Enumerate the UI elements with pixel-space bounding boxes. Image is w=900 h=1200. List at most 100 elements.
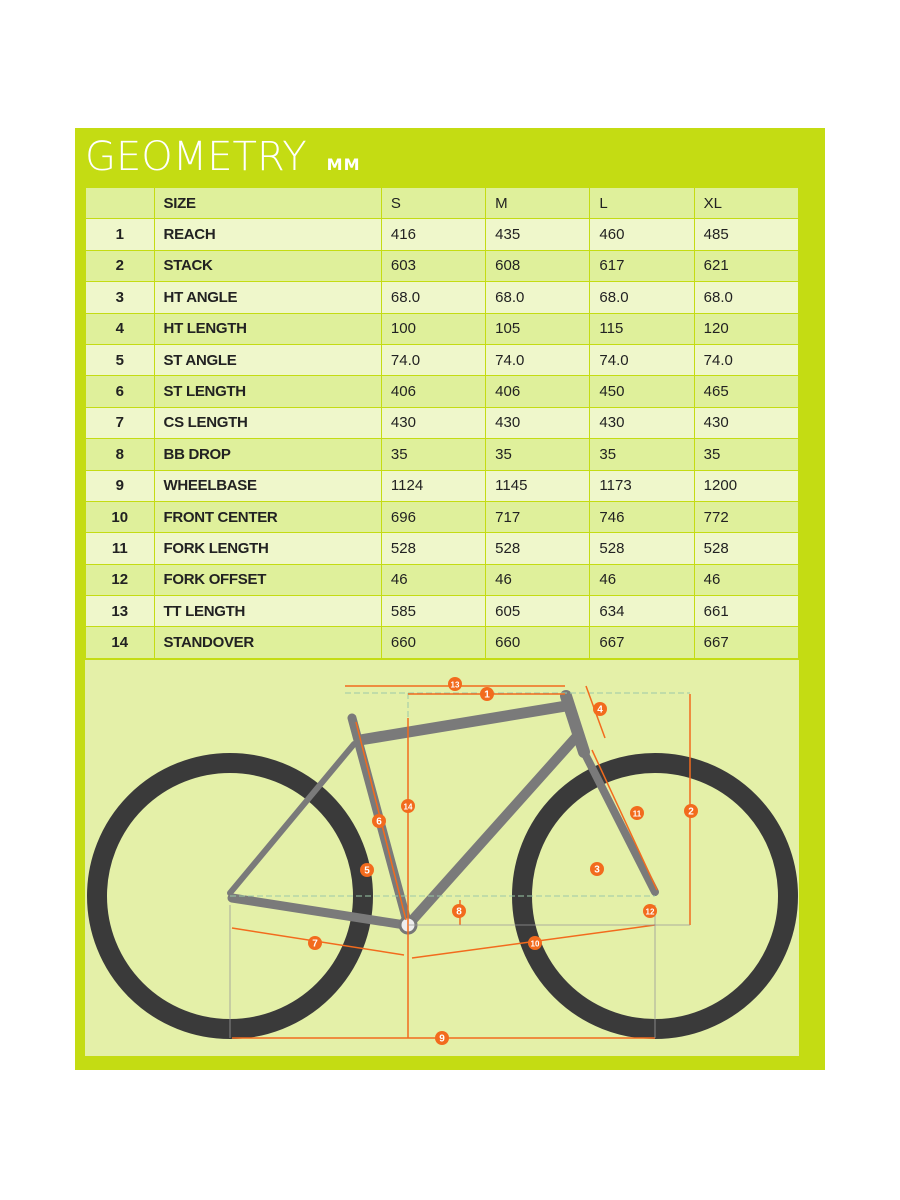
marker-13: 13 [448, 677, 462, 691]
row-value: 406 [380, 375, 487, 408]
row-number: 6 [85, 375, 155, 408]
marker-label: 12 [646, 908, 655, 917]
row-value: 661 [693, 595, 800, 628]
row-value: 746 [589, 500, 695, 534]
row-label: HT LENGTH [153, 312, 382, 345]
table-header-row: SIZE S M L XL [85, 186, 800, 220]
header-size-XL: XL [693, 186, 800, 220]
row-value: 46 [589, 563, 695, 597]
row-value: 35 [485, 438, 591, 471]
row-number: 10 [85, 500, 155, 534]
row-label: TT LENGTH [153, 595, 382, 628]
fork [580, 748, 659, 896]
row-value: 35 [589, 438, 695, 471]
row-number: 2 [85, 249, 155, 283]
table-row: 13 TT LENGTH 585 605 634 661 [85, 595, 800, 628]
row-value: 1124 [380, 469, 487, 502]
marker-11: 11 [630, 806, 644, 820]
row-value: 35 [380, 438, 487, 471]
table-row: 1 REACH 416 435 460 485 [85, 218, 800, 251]
title: GEOMETRY MM [85, 134, 360, 180]
row-value: 605 [485, 595, 591, 628]
marker-label: 2 [688, 807, 694, 818]
table-row: 5 ST ANGLE 74.0 74.0 74.0 74.0 [85, 343, 800, 377]
row-number: 8 [85, 438, 155, 471]
marker-2: 2 [684, 804, 698, 818]
row-number: 12 [85, 563, 155, 597]
row-value: 406 [485, 375, 591, 408]
marker-label: 1 [484, 690, 490, 701]
row-value: 430 [693, 406, 800, 440]
row-label: ST ANGLE [153, 343, 382, 377]
marker-1: 1 [480, 687, 494, 701]
row-value: 68.0 [380, 281, 487, 314]
row-value: 634 [589, 595, 695, 628]
row-value: 115 [589, 312, 695, 345]
table-row: 7 CS LENGTH 430 430 430 430 [85, 406, 800, 440]
row-value: 772 [693, 500, 800, 534]
row-value: 74.0 [589, 343, 695, 377]
row-value: 74.0 [380, 343, 487, 377]
row-value: 74.0 [485, 343, 591, 377]
unit-label: MM [326, 155, 361, 174]
row-value: 585 [380, 595, 487, 628]
row-value: 416 [380, 218, 487, 251]
table-row: 10 FRONT CENTER 696 717 746 772 [85, 500, 800, 534]
marker-14: 14 [401, 799, 415, 813]
header-num [85, 186, 155, 220]
row-value: 105 [485, 312, 591, 345]
table-row: 11 FORK LENGTH 528 528 528 528 [85, 532, 800, 565]
row-value: 460 [589, 218, 695, 251]
row-value: 120 [693, 312, 800, 345]
header-size-M: M [485, 186, 591, 220]
row-value: 68.0 [485, 281, 591, 314]
row-value: 46 [380, 563, 487, 597]
row-value: 528 [589, 532, 695, 565]
table-row: 4 HT LENGTH 100 105 115 120 [85, 312, 800, 345]
marker-label: 14 [404, 803, 413, 812]
row-label: WHEELBASE [153, 469, 382, 502]
marker-3: 3 [590, 862, 604, 876]
marker-label: 4 [597, 705, 603, 716]
marker-label: 11 [633, 810, 642, 819]
row-value: 667 [693, 626, 800, 659]
seat-stay [227, 741, 357, 896]
row-label: BB DROP [153, 438, 382, 471]
marker-12: 12 [643, 904, 657, 918]
row-number: 13 [85, 595, 155, 628]
row-value: 485 [693, 218, 800, 251]
row-value: 621 [693, 249, 800, 283]
geometry-panel: GEOMETRY MM SIZE S M L XL 1 REACH 416 435 460 485 2 S… [75, 128, 825, 1070]
marker-9: 9 [435, 1031, 449, 1045]
row-value: 450 [589, 375, 695, 408]
row-label: CS LENGTH [153, 406, 382, 440]
row-value: 46 [485, 563, 591, 597]
row-number: 5 [85, 343, 155, 377]
marker-label: 13 [451, 681, 460, 690]
row-value: 68.0 [693, 281, 800, 314]
header-size-S: S [380, 186, 487, 220]
marker-label: 5 [364, 866, 370, 877]
row-number: 4 [85, 312, 155, 345]
marker-label: 9 [439, 1034, 445, 1045]
row-value: 528 [693, 532, 800, 565]
row-value: 617 [589, 249, 695, 283]
geometry-table: SIZE S M L XL 1 REACH 416 435 460 485 2 STACK 603 608 6… [85, 186, 800, 659]
row-value: 100 [380, 312, 487, 345]
row-label: STACK [153, 249, 382, 283]
row-value: 603 [380, 249, 487, 283]
header-size-L: L [589, 186, 695, 220]
top-tube [354, 700, 572, 746]
down-tube [403, 730, 583, 930]
row-value: 696 [380, 500, 487, 534]
marker-7: 7 [308, 936, 322, 950]
bike-geometry-diagram: 1 2 3 4 5 6 7 8 9 10 11 12 13 14 [85, 660, 799, 1056]
table-row: 9 WHEELBASE 1124 1145 1173 1200 [85, 469, 800, 502]
marker-label: 8 [456, 907, 462, 918]
row-label: FORK LENGTH [153, 532, 382, 565]
table-row: 12 FORK OFFSET 46 46 46 46 [85, 563, 800, 597]
row-value: 528 [380, 532, 487, 565]
row-number: 9 [85, 469, 155, 502]
row-value: 465 [693, 375, 800, 408]
